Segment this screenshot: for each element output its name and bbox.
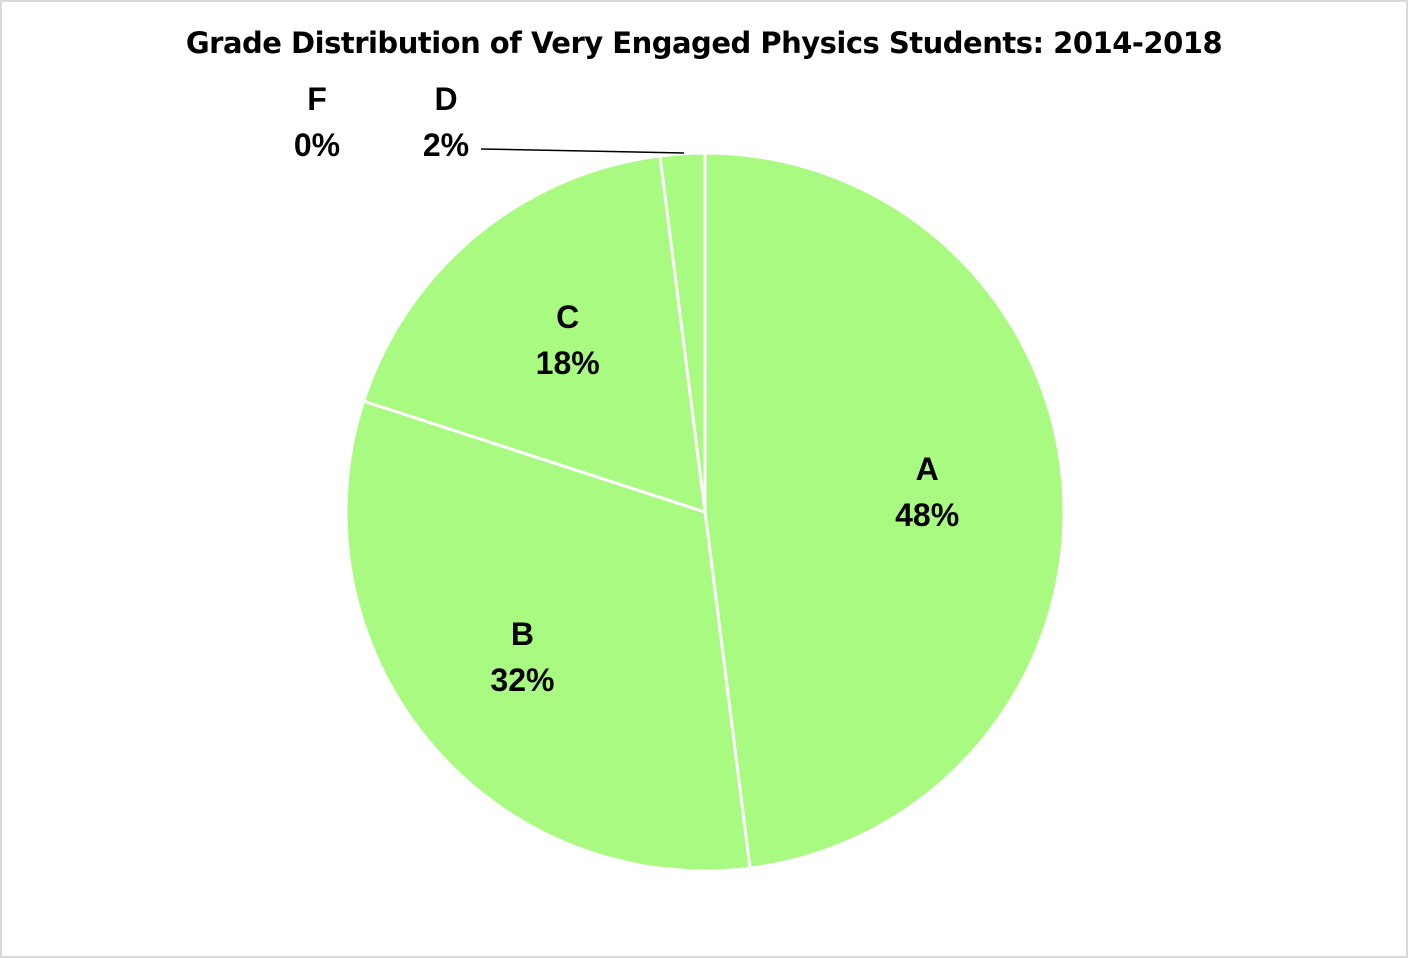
slice-label-b-category: B — [511, 616, 534, 652]
slice-label-c-value: 18% — [536, 345, 600, 381]
pie-slice-a — [703, 151, 1066, 870]
slice-label-c-category: C — [556, 299, 579, 335]
pie-slice-c — [362, 154, 707, 514]
slice-labels: A 48% B 32% C 18% D 2% F 0% — [294, 81, 959, 698]
slice-label-a-value: 48% — [895, 497, 959, 533]
slice-label-a-category: A — [916, 451, 939, 487]
slice-label-d-value: 2% — [423, 127, 469, 163]
slice-label-b-value: 32% — [490, 662, 554, 698]
leader-lines — [480, 148, 685, 154]
leader-line-d — [480, 148, 685, 154]
pie-slice-b — [344, 399, 752, 873]
pie-slices — [344, 151, 1066, 873]
slice-label-f-category: F — [307, 81, 327, 117]
slice-label-d-category: D — [434, 81, 457, 117]
slice-label-f-value: 0% — [294, 127, 340, 163]
chart-title: Grade Distribution of Very Engaged Physi… — [185, 26, 1223, 60]
